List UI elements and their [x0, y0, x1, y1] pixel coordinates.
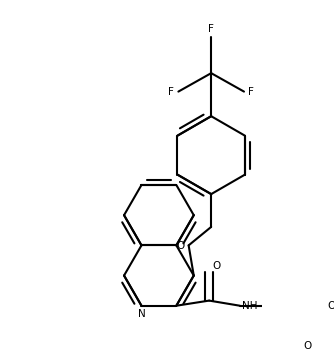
Text: O: O — [212, 261, 220, 271]
Text: F: F — [168, 87, 174, 97]
Text: NH: NH — [242, 301, 258, 311]
Polygon shape — [264, 275, 271, 306]
Text: N: N — [138, 309, 145, 319]
Text: O: O — [304, 341, 312, 350]
Text: O: O — [176, 241, 185, 251]
Text: F: F — [208, 24, 214, 34]
Text: OH: OH — [327, 301, 334, 311]
Text: F: F — [248, 87, 254, 97]
